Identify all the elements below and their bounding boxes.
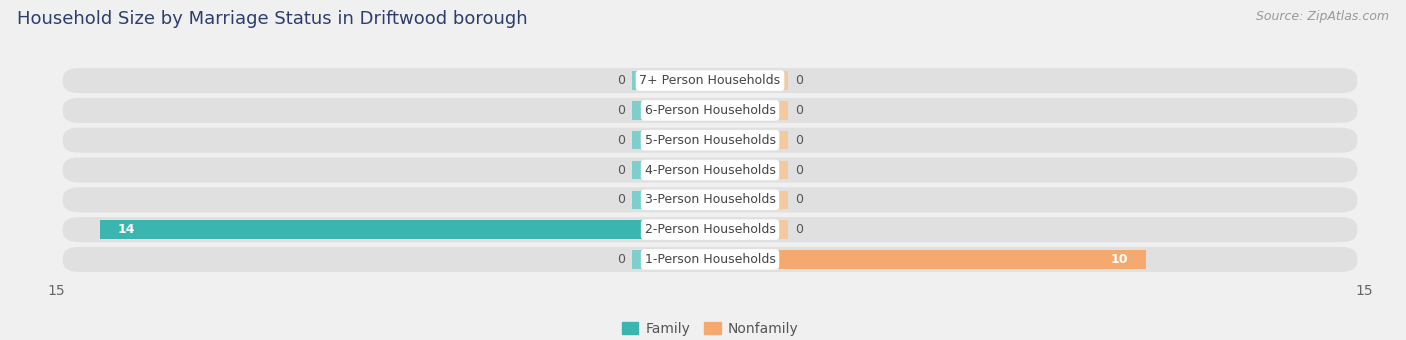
Bar: [710, 250, 1146, 269]
Text: 7+ Person Households: 7+ Person Households: [640, 74, 780, 87]
Legend: Family, Nonfamily: Family, Nonfamily: [616, 317, 804, 340]
FancyBboxPatch shape: [63, 187, 1357, 212]
Bar: [631, 190, 710, 209]
FancyBboxPatch shape: [63, 128, 1357, 153]
Bar: [710, 190, 789, 209]
Bar: [710, 71, 789, 90]
Text: 10: 10: [1111, 253, 1129, 266]
Text: 0: 0: [617, 193, 626, 206]
Text: 0: 0: [617, 164, 626, 176]
Text: 2-Person Households: 2-Person Households: [644, 223, 776, 236]
Text: 0: 0: [794, 134, 803, 147]
Bar: [631, 161, 710, 179]
Text: 0: 0: [617, 253, 626, 266]
Text: 4-Person Households: 4-Person Households: [644, 164, 776, 176]
Bar: [710, 220, 789, 239]
Text: 0: 0: [617, 134, 626, 147]
Text: Household Size by Marriage Status in Driftwood borough: Household Size by Marriage Status in Dri…: [17, 10, 527, 28]
FancyBboxPatch shape: [63, 217, 1357, 242]
Bar: [710, 161, 789, 179]
Text: 0: 0: [794, 193, 803, 206]
Bar: [710, 101, 789, 120]
Bar: [631, 250, 710, 269]
Text: 5-Person Households: 5-Person Households: [644, 134, 776, 147]
Bar: [631, 131, 710, 150]
Bar: [100, 220, 710, 239]
Bar: [631, 101, 710, 120]
FancyBboxPatch shape: [63, 247, 1357, 272]
Text: 0: 0: [794, 104, 803, 117]
Text: 1-Person Households: 1-Person Households: [644, 253, 776, 266]
Bar: [631, 71, 710, 90]
Text: 0: 0: [794, 223, 803, 236]
Text: Source: ZipAtlas.com: Source: ZipAtlas.com: [1256, 10, 1389, 23]
Text: 6-Person Households: 6-Person Households: [644, 104, 776, 117]
FancyBboxPatch shape: [63, 157, 1357, 183]
Text: 0: 0: [617, 104, 626, 117]
Text: 0: 0: [794, 164, 803, 176]
Text: 0: 0: [794, 74, 803, 87]
Text: 0: 0: [617, 74, 626, 87]
Bar: [710, 131, 789, 150]
FancyBboxPatch shape: [63, 68, 1357, 93]
Text: 14: 14: [117, 223, 135, 236]
Text: 3-Person Households: 3-Person Households: [644, 193, 776, 206]
FancyBboxPatch shape: [63, 98, 1357, 123]
